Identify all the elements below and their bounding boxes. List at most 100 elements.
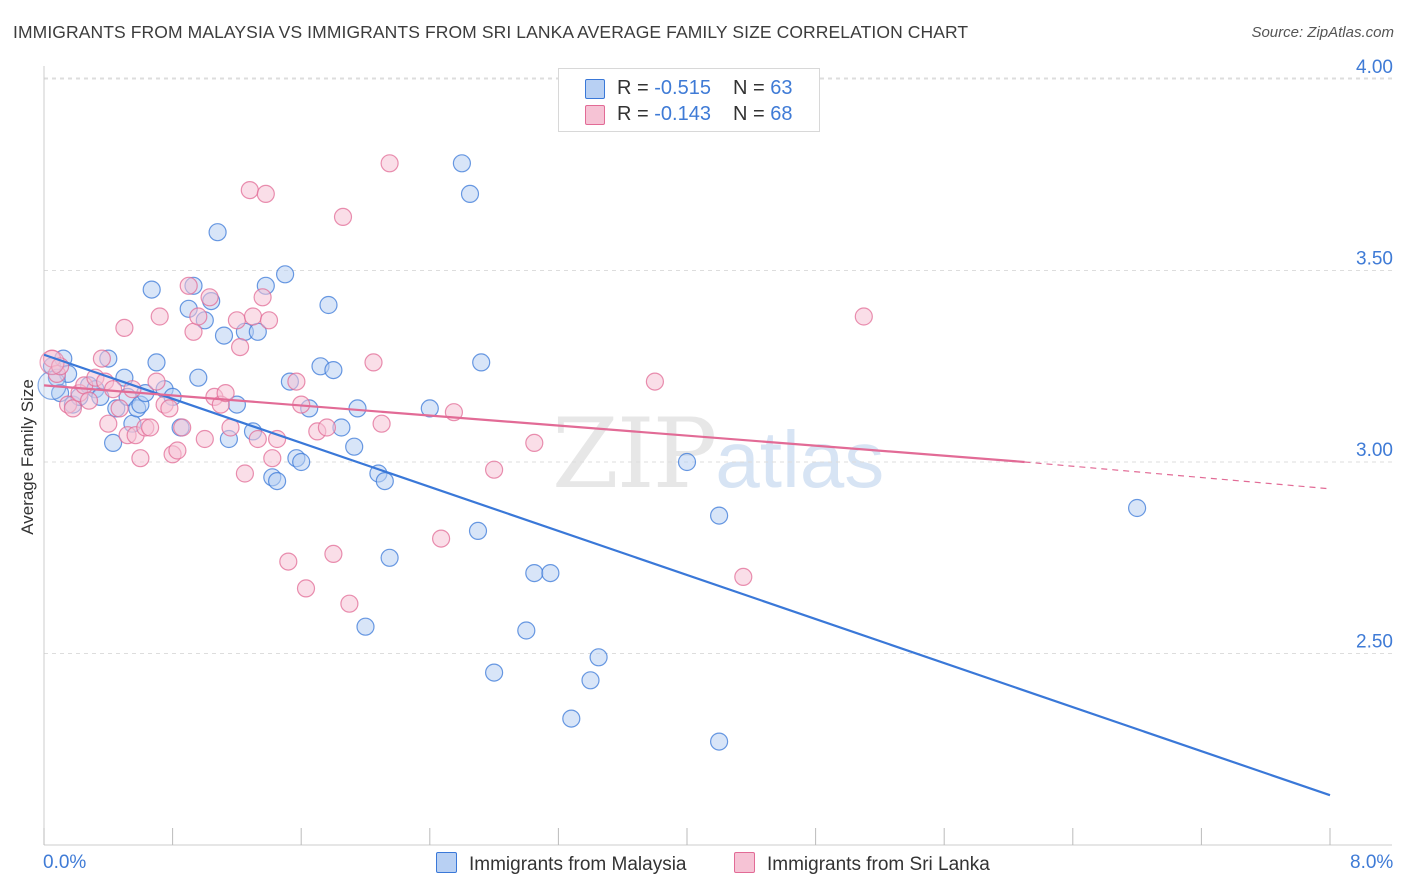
data-point: [356, 617, 375, 636]
data-point: [340, 594, 359, 613]
data-point: [541, 563, 560, 583]
data-point: [380, 154, 399, 173]
data-point: [184, 322, 203, 341]
stats-legend: R = -0.515 N = 63 R = -0.143 N = 68: [558, 68, 820, 132]
watermark-atlas: atlas: [715, 415, 885, 504]
x-tick-min: 0.0%: [43, 852, 87, 873]
data-point: [103, 433, 123, 452]
data-point: [472, 353, 491, 372]
data-point: [562, 709, 581, 728]
bottom-legend-swatch-srilanka: [734, 852, 755, 873]
data-point: [131, 449, 150, 468]
legend-n-label: N =: [733, 103, 771, 125]
data-point: [268, 429, 287, 449]
y-tick-label: 2.50: [1356, 632, 1393, 653]
series-malaysia-points: [37, 154, 1147, 751]
trend-lines: [43, 353, 1331, 797]
data-point: [317, 418, 336, 437]
data-point: [235, 464, 254, 483]
data-point: [63, 399, 83, 418]
legend-r-value: -0.515: [654, 77, 711, 99]
data-point: [195, 429, 214, 449]
data-point: [485, 663, 504, 682]
data-point: [173, 418, 192, 437]
data-point: [103, 380, 123, 399]
data-point: [1127, 498, 1147, 518]
data-point: [253, 288, 272, 307]
data-point: [319, 295, 338, 315]
data-point: [525, 433, 544, 452]
y-tick-label: 3.50: [1356, 249, 1393, 270]
data-point: [92, 349, 112, 368]
legend-swatch-srilanka: [585, 105, 605, 125]
y-tick-label: 4.00: [1356, 57, 1393, 78]
data-point: [263, 449, 282, 468]
data-point: [240, 181, 259, 200]
data-point: [99, 414, 118, 433]
data-point: [142, 280, 161, 299]
data-point: [189, 307, 208, 326]
grid-lines: [44, 77, 1392, 654]
data-point: [243, 307, 263, 326]
data-point: [589, 648, 608, 667]
data-point: [854, 307, 873, 326]
legend-r-value: -0.143: [654, 103, 711, 125]
x-tick-max: 8.0%: [1350, 852, 1394, 873]
bottom-legend-malaysia: Immigrants from Malaysia: [436, 852, 687, 876]
axes: [43, 66, 1392, 846]
data-point: [200, 288, 219, 307]
data-point: [279, 552, 298, 571]
data-point: [256, 184, 275, 203]
data-point: [460, 184, 480, 203]
data-point: [375, 472, 394, 491]
data-point: [268, 472, 287, 491]
data-point: [517, 621, 536, 640]
data-point: [709, 732, 729, 751]
data-point: [179, 276, 198, 295]
data-point: [485, 460, 504, 479]
y-tick-label: 3.00: [1356, 440, 1393, 461]
data-point: [248, 429, 267, 449]
trend-line-malaysia: [43, 353, 1331, 797]
data-point-large: [39, 349, 65, 376]
data-point: [259, 311, 279, 330]
trend-line-srilanka-extension: [1024, 461, 1331, 490]
series-srilanka-points: [39, 154, 873, 613]
data-point: [276, 265, 295, 284]
data-point: [141, 418, 160, 437]
bottom-legend-srilanka: Immigrants from Sri Lanka: [734, 852, 990, 876]
legend-swatch-malaysia: [585, 79, 605, 99]
data-point: [420, 399, 439, 418]
data-point: [160, 399, 179, 418]
data-point: [231, 338, 250, 357]
data-point: [333, 207, 353, 226]
data-point: [581, 671, 600, 690]
data-point: [645, 372, 665, 391]
chart-title: IMMIGRANTS FROM MALAYSIA VS IMMIGRANTS F…: [13, 22, 969, 42]
data-point: [150, 307, 169, 326]
data-point: [292, 452, 311, 472]
data-point: [227, 311, 246, 330]
data-point: [452, 154, 471, 173]
y-tick-labels: 2.50 3.00 3.50 4.00: [1356, 57, 1393, 653]
trend-line-srilanka: [43, 384, 1025, 464]
source-label: Source: ZipAtlas.com: [1251, 24, 1394, 41]
data-point: [324, 544, 343, 564]
data-point: [372, 414, 391, 433]
legend-n-value: 68: [770, 103, 793, 125]
data-point: [147, 353, 166, 372]
data-point: [709, 506, 729, 525]
data-point: [468, 521, 488, 541]
data-point: [79, 391, 99, 410]
legend-r-label: R =: [617, 77, 655, 99]
bottom-legend-label-malaysia: Immigrants from Malaysia: [469, 854, 687, 875]
data-point: [115, 318, 134, 337]
data-point: [208, 223, 227, 242]
data-point: [677, 452, 697, 472]
legend-n-value: 63: [770, 77, 793, 99]
data-point: [432, 529, 451, 548]
data-point: [287, 372, 306, 391]
legend-r-label: R =: [617, 103, 655, 125]
bottom-legend-swatch-malaysia: [436, 852, 457, 873]
